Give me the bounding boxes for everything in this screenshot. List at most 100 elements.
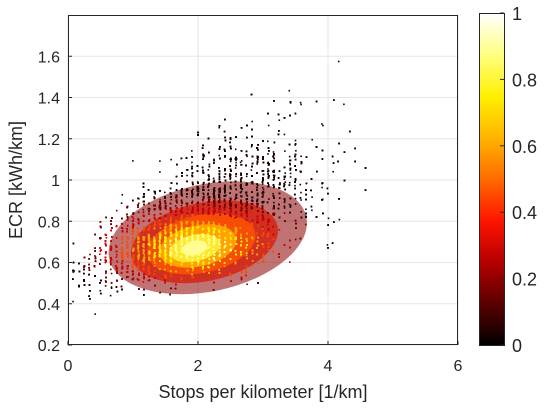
scatter-point — [208, 263, 210, 265]
scatter-point — [154, 193, 156, 195]
scatter-point — [192, 228, 194, 230]
scatter-point — [132, 274, 134, 276]
scatter-point — [321, 186, 323, 189]
scatter-point — [159, 227, 162, 229]
scatter-point — [278, 197, 281, 199]
scatter-point — [110, 287, 113, 289]
scatter-point — [110, 272, 113, 275]
scatter-point — [288, 89, 291, 92]
scatter-point — [311, 209, 313, 212]
scatter-point — [229, 178, 231, 180]
scatter-point — [218, 175, 221, 177]
scatter-point — [170, 228, 172, 231]
scatter-point — [234, 183, 237, 186]
scatter-point — [207, 214, 210, 216]
scatter-point — [180, 276, 183, 279]
scatter-point — [219, 221, 221, 224]
scatter-point — [159, 206, 162, 208]
scatter-point — [289, 172, 292, 175]
scatter-point — [154, 270, 156, 272]
scatter-point — [180, 278, 183, 281]
scatter-point — [180, 204, 183, 207]
scatter-point — [261, 226, 264, 228]
scatter-point — [191, 216, 193, 218]
scatter-point — [261, 208, 264, 210]
scatter-point — [207, 237, 210, 240]
scatter-point — [197, 208, 199, 210]
scatter-point — [284, 199, 286, 202]
scatter-point — [132, 160, 134, 162]
scatter-point — [186, 208, 189, 210]
scatter-point — [115, 256, 118, 258]
scatter-point — [181, 246, 183, 249]
scatter-point — [165, 261, 167, 264]
scatter-point — [246, 229, 248, 231]
scatter-point — [191, 235, 194, 238]
scatter-point — [283, 182, 285, 185]
scatter-point — [164, 250, 166, 253]
scatter-point — [245, 268, 247, 270]
scatter-point — [234, 167, 237, 169]
scatter-point — [235, 233, 237, 235]
scatter-point — [284, 172, 286, 174]
scatter-point — [170, 208, 172, 210]
scatter-point — [115, 244, 117, 247]
scatter-point — [207, 169, 210, 171]
scatter-point — [321, 123, 323, 125]
scatter-point — [110, 268, 112, 271]
scatter-point — [191, 214, 193, 216]
scatter-point — [126, 224, 129, 227]
scatter-point — [159, 171, 161, 173]
scatter-point — [137, 232, 140, 234]
scatter-point — [153, 265, 156, 267]
scatter-point — [283, 178, 286, 180]
scatter-point — [181, 251, 184, 253]
scatter-point — [311, 196, 313, 198]
scatter-point — [267, 184, 270, 186]
scatter-point — [261, 183, 264, 185]
scatter-point — [262, 188, 265, 191]
scatter-point — [284, 181, 286, 183]
scatter-point — [288, 203, 291, 206]
scatter-point — [288, 155, 291, 158]
scatter-point — [132, 223, 134, 225]
scatter-point — [202, 199, 204, 202]
scatter-point — [191, 218, 193, 220]
scatter-point — [116, 253, 118, 256]
scatter-point — [246, 283, 248, 286]
scatter-point — [273, 201, 275, 204]
scatter-point — [120, 202, 123, 204]
density-blob — [181, 240, 208, 256]
scatter-point — [132, 231, 134, 233]
scatter-point — [294, 139, 297, 142]
scatter-point — [99, 259, 102, 261]
scatter-point — [196, 219, 199, 222]
scatter-point — [229, 173, 231, 175]
scatter-point — [257, 184, 259, 187]
scatter-point — [338, 218, 341, 221]
scatter-point — [224, 205, 226, 207]
scatter-point — [219, 209, 221, 211]
scatter-points — [72, 60, 367, 315]
scatter-point — [295, 150, 297, 152]
scatter-point — [305, 208, 307, 211]
scatter-point — [192, 267, 194, 270]
scatter-point — [196, 248, 199, 250]
scatter-point — [208, 239, 210, 241]
scatter-point — [245, 274, 247, 277]
scatter-point — [245, 212, 247, 214]
scatter-point — [283, 207, 286, 209]
scatter-point — [164, 191, 166, 194]
scatter-point — [326, 244, 329, 246]
scatter-point — [240, 160, 243, 162]
scatter-point — [116, 209, 118, 212]
scatter-point — [202, 183, 204, 186]
scatter-point — [262, 170, 265, 172]
scatter-point — [294, 197, 297, 200]
scatter-point — [109, 259, 112, 262]
scatter-point — [235, 227, 238, 229]
scatter-point — [196, 260, 199, 263]
scatter-point — [203, 263, 205, 265]
scatter-point — [186, 214, 189, 217]
